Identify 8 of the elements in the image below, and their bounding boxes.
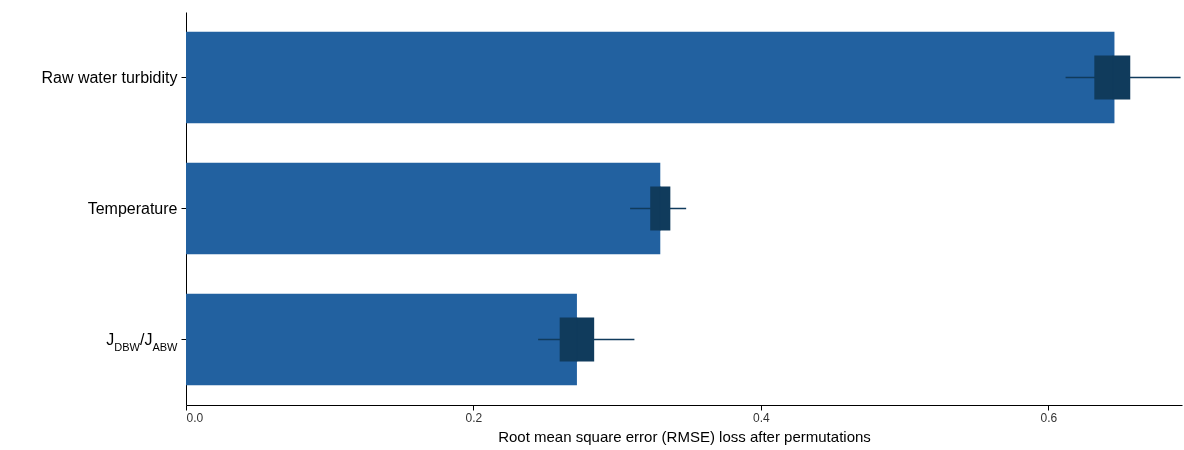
x-tick-label: 0.0 (186, 410, 204, 425)
x-axis-title: Root mean square error (RMSE) loss after permutations (498, 427, 871, 445)
y-tick-label: Raw water turbidity (41, 68, 178, 86)
x-tick-label: 0.2 (465, 410, 483, 425)
x-tick-label: 0.6 (1040, 410, 1058, 425)
y-tick-label: J$_{DBW}$/J$_{ABW}$ (106, 330, 179, 353)
y-tick-label: Temperature (87, 199, 178, 217)
x-tick-label: 0.4 (753, 410, 771, 425)
